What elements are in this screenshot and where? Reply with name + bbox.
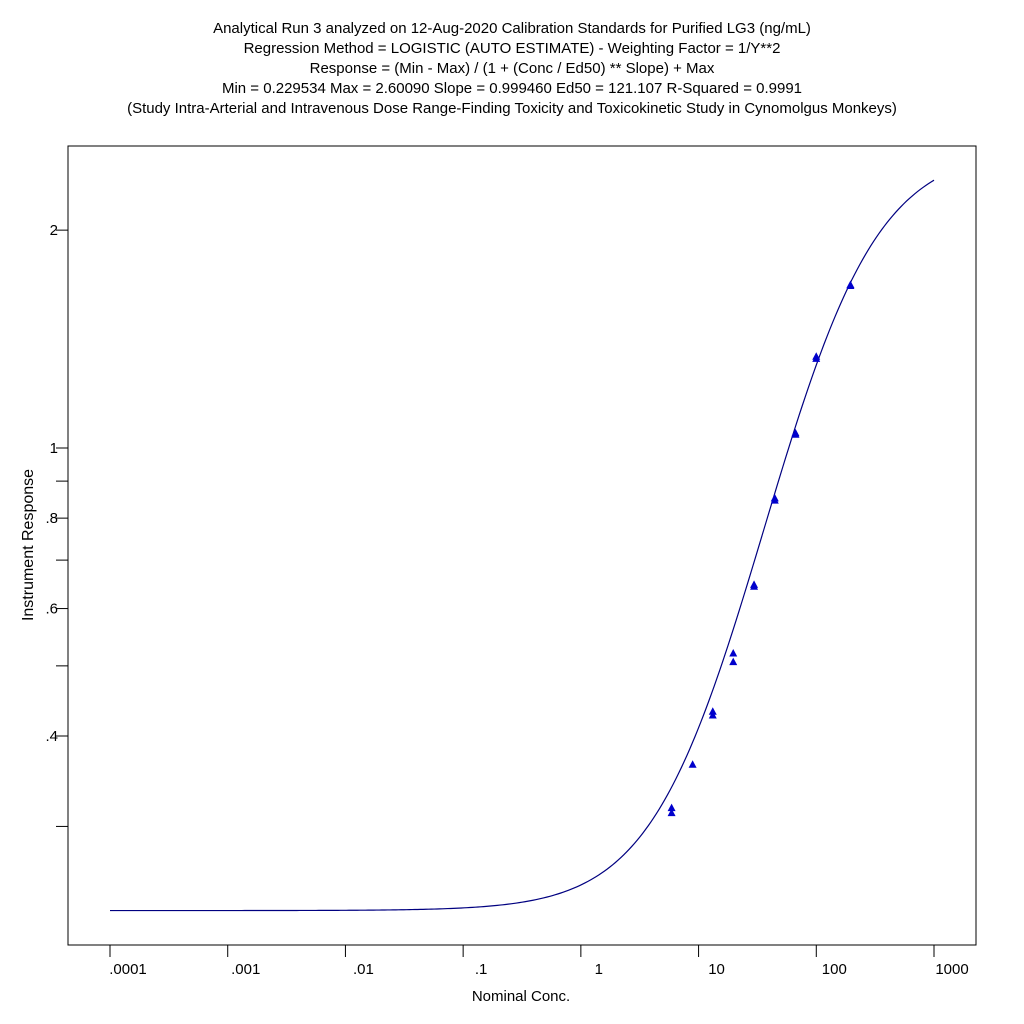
data-point: [729, 657, 738, 666]
data-point: [667, 808, 676, 817]
x-tick-label: 100: [822, 961, 847, 978]
x-tick-label: .001: [231, 961, 260, 978]
x-tick-label: .1: [475, 961, 488, 978]
data-point: [688, 760, 697, 768]
y-axis-label: Instrument Response: [20, 469, 37, 621]
x-axis: .0001 .001 .01 .1 1 10 100 1000: [109, 945, 969, 978]
title-line-regression: Regression Method = LOGISTIC (AUTO ESTIM…: [243, 40, 781, 57]
data-point: [846, 281, 855, 290]
title-line-parameters: Min = 0.229534 Max = 2.60090 Slope = 0.9…: [221, 80, 803, 97]
y-tick-label: .4: [45, 728, 58, 745]
y-tick-label: 1: [50, 440, 58, 457]
title-line-equation: Response = (Min - Max) / (1 + (Conc / Ed…: [309, 60, 715, 77]
y-axis: 2 1 .8 .6 .4: [45, 222, 68, 827]
data-point: [812, 354, 821, 362]
y-tick-label: 2: [50, 222, 58, 239]
data-point: [791, 430, 800, 438]
title-line-study: (Study Intra-Arterial and Intravenous Do…: [127, 100, 897, 117]
data-points: [667, 280, 855, 817]
chart-title: Analytical Run 3 analyzed on 12-Aug-2020…: [0, 19, 1024, 119]
plot-frame: [67, 145, 977, 946]
x-tick-label: .01: [353, 961, 374, 978]
data-point: [750, 582, 759, 590]
data-point: [770, 496, 779, 504]
x-tick-label: 10: [708, 961, 725, 978]
x-tick-label: 1000: [935, 961, 968, 978]
data-point: [708, 710, 717, 719]
y-tick-label: .8: [45, 510, 58, 527]
y-tick-label: .6: [45, 601, 58, 618]
x-tick-label: .0001: [109, 961, 147, 978]
x-tick-label: 1: [595, 961, 603, 978]
fit-curve: [110, 179, 935, 912]
x-axis-label: Nominal Conc.: [472, 988, 570, 1005]
data-point: [667, 803, 676, 812]
data-point: [729, 649, 738, 657]
title-line-run: Analytical Run 3 analyzed on 12-Aug-2020…: [213, 20, 811, 37]
